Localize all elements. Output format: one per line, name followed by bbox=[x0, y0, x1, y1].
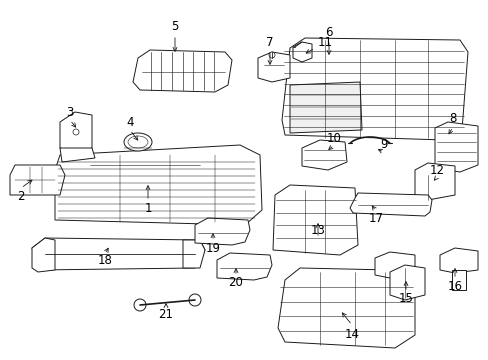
Ellipse shape bbox=[128, 136, 148, 148]
Text: 18: 18 bbox=[98, 255, 112, 267]
Polygon shape bbox=[272, 185, 357, 255]
Polygon shape bbox=[278, 268, 414, 348]
Polygon shape bbox=[414, 163, 454, 200]
Polygon shape bbox=[434, 122, 477, 172]
Polygon shape bbox=[10, 165, 65, 195]
Text: 2: 2 bbox=[17, 189, 25, 202]
Text: 16: 16 bbox=[447, 279, 462, 292]
Polygon shape bbox=[414, 195, 427, 210]
Text: 4: 4 bbox=[126, 117, 134, 130]
Polygon shape bbox=[217, 253, 271, 280]
Text: 15: 15 bbox=[398, 292, 412, 306]
Text: 11: 11 bbox=[317, 36, 332, 49]
Polygon shape bbox=[389, 265, 424, 300]
Circle shape bbox=[134, 299, 146, 311]
Polygon shape bbox=[302, 140, 346, 170]
Polygon shape bbox=[183, 240, 204, 268]
Polygon shape bbox=[258, 52, 289, 82]
Polygon shape bbox=[289, 82, 361, 133]
Polygon shape bbox=[439, 248, 477, 273]
Polygon shape bbox=[374, 252, 414, 278]
Polygon shape bbox=[349, 193, 431, 216]
Text: 3: 3 bbox=[66, 107, 74, 120]
Text: 12: 12 bbox=[428, 163, 444, 176]
Text: 7: 7 bbox=[265, 36, 273, 49]
Polygon shape bbox=[195, 218, 249, 245]
Text: 17: 17 bbox=[368, 211, 383, 225]
Text: 9: 9 bbox=[380, 139, 387, 152]
Text: 21: 21 bbox=[158, 309, 173, 321]
Polygon shape bbox=[60, 148, 95, 162]
Text: 10: 10 bbox=[326, 131, 341, 144]
Polygon shape bbox=[282, 38, 467, 140]
Polygon shape bbox=[32, 238, 55, 272]
Text: 6: 6 bbox=[325, 26, 332, 39]
Polygon shape bbox=[292, 42, 311, 62]
Text: 19: 19 bbox=[205, 242, 220, 255]
Polygon shape bbox=[55, 145, 262, 225]
Text: 13: 13 bbox=[310, 225, 325, 238]
Polygon shape bbox=[451, 270, 465, 290]
Text: 8: 8 bbox=[448, 112, 456, 126]
Circle shape bbox=[189, 294, 201, 306]
Polygon shape bbox=[60, 112, 92, 152]
Circle shape bbox=[268, 52, 274, 58]
Polygon shape bbox=[133, 50, 231, 92]
Text: 1: 1 bbox=[144, 202, 151, 215]
Text: 20: 20 bbox=[228, 276, 243, 289]
Circle shape bbox=[73, 129, 79, 135]
Text: 5: 5 bbox=[171, 21, 178, 33]
Ellipse shape bbox=[124, 133, 152, 151]
Polygon shape bbox=[32, 238, 204, 270]
Text: 14: 14 bbox=[344, 328, 359, 342]
